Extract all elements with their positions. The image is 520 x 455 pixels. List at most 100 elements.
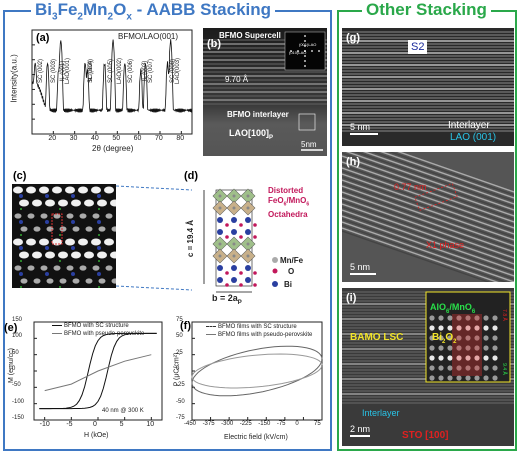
mh-xtick-label: -5 <box>66 421 73 428</box>
bi-atom <box>231 217 237 223</box>
pe-xtick-label: -150 <box>258 421 271 427</box>
fft-spot <box>290 50 292 52</box>
inset-atom <box>492 325 498 331</box>
tem-b-svg <box>203 31 327 151</box>
mn-fe-atom <box>232 242 236 246</box>
o-marker <box>20 260 22 262</box>
atom-column <box>78 238 88 246</box>
mn-fe-atom <box>218 194 222 198</box>
atom-column <box>79 265 87 271</box>
inset-atom <box>456 365 462 371</box>
inset-atom <box>483 335 489 341</box>
mn-fe-atom <box>246 206 250 210</box>
o-marker <box>59 208 61 210</box>
atom-column <box>32 251 42 259</box>
lattice-fringe <box>341 164 515 226</box>
atom-column <box>98 278 106 284</box>
mh-ytick-label: 100 <box>12 333 23 340</box>
atom-column <box>91 186 101 194</box>
xrd-peak-label: SC (008) <box>170 58 177 84</box>
atom-column <box>65 238 75 246</box>
fft-spot <box>304 35 306 37</box>
lattice-fringe <box>341 206 515 268</box>
inset-atom <box>447 375 453 381</box>
inset-atom <box>483 345 489 351</box>
atom-column <box>19 199 29 207</box>
crystal-svg <box>203 188 257 293</box>
xrd-xtick-label: 80 <box>176 135 185 142</box>
xrd-inset-label: BFMO/LAO(001) <box>118 32 179 41</box>
inset-atom <box>429 375 435 381</box>
tem-h-svg <box>341 131 515 292</box>
atom-column <box>97 251 107 259</box>
o-marker <box>98 286 100 288</box>
atom-column <box>26 238 36 246</box>
xrd-peak-label: SC (007) <box>148 58 155 84</box>
atom-column <box>13 186 23 194</box>
pe-ytick-label: 25 <box>176 349 183 356</box>
panel-i-label: (i) <box>346 292 357 304</box>
mh-plot: (e) BFMO with SC structure BFMO with pse… <box>4 317 168 446</box>
inset-highlight <box>452 314 482 376</box>
pe-legend-1: BFMO films with SC structure <box>206 324 297 330</box>
inset-atom <box>456 375 462 381</box>
mn-fe-atom <box>232 194 236 198</box>
atom-column <box>13 238 23 246</box>
atom-column <box>45 251 55 259</box>
lattice-fringe <box>341 194 515 256</box>
mn-fe-atom <box>218 206 222 210</box>
tem-g-svg <box>342 31 514 135</box>
bi-atom <box>231 229 237 235</box>
tem-i-image: (i) AlO6/MnO6 BAMO LSC Bi2O2 7.8 Å 9.4 Å… <box>342 288 514 446</box>
xrd-xlabel: 2θ (degree) <box>92 144 134 153</box>
inset-atom <box>483 325 489 331</box>
octahedra-note: Distorted FeO6/MnO6 Octahedra <box>268 186 310 219</box>
mh-legend-1: BFMO with SC structure <box>52 323 129 329</box>
panel-g-label: (g) <box>346 32 361 44</box>
o-marker <box>20 234 22 236</box>
xrd-peak-label: SC (006) <box>127 58 134 84</box>
lattice-fringe <box>341 209 515 271</box>
atom-column <box>26 186 36 194</box>
fft-spot <box>318 50 320 52</box>
inset-atom <box>456 315 462 321</box>
atom-column <box>79 213 87 219</box>
pe-xtick-label: -300 <box>221 421 234 427</box>
mn-fe-atom <box>218 242 222 246</box>
bi2o2-label: Bi2O2 <box>432 332 457 345</box>
mh-xlabel: H (kOe) <box>84 432 109 439</box>
lattice-fringe <box>341 191 515 253</box>
mn-fe-atom <box>218 254 222 258</box>
bi-marker <box>45 272 49 276</box>
atom-column <box>39 186 49 194</box>
mh-xtick-label: 5 <box>119 421 124 428</box>
atom-column <box>58 251 68 259</box>
inset-atom <box>456 335 462 341</box>
inset-atom <box>429 325 435 331</box>
o-marker <box>98 208 100 210</box>
fft-spot <box>297 50 299 52</box>
inset-atom <box>429 335 435 341</box>
mn-fe-atom <box>246 242 250 246</box>
substrate-label-i: STO [100] <box>402 430 449 441</box>
atom-column <box>85 278 93 284</box>
o-atom <box>253 271 257 275</box>
mh-ytick-label: 0 <box>12 366 16 372</box>
atom-column <box>97 199 107 207</box>
mh-annotation: 40 nm @ 300 K <box>102 408 144 414</box>
substrate-label-g: LAO (001) <box>450 132 497 143</box>
inset-atom <box>438 335 444 341</box>
fft-spot <box>304 45 306 47</box>
tem-i-svg <box>342 291 514 437</box>
fft-spot <box>304 60 306 62</box>
o-atom <box>253 283 257 287</box>
mh-xtick-label: -10 <box>39 421 50 428</box>
atom-column <box>71 251 81 259</box>
bi-atom <box>217 217 223 223</box>
aabb-stacking-header: Bi3Fe2Mn2Ox - AABB Stacking <box>31 0 276 28</box>
o-marker <box>98 260 100 262</box>
o-atom <box>239 223 243 227</box>
panel-f-label: (f) <box>180 320 191 332</box>
inset-atom <box>447 315 453 321</box>
inset-atom <box>438 345 444 351</box>
